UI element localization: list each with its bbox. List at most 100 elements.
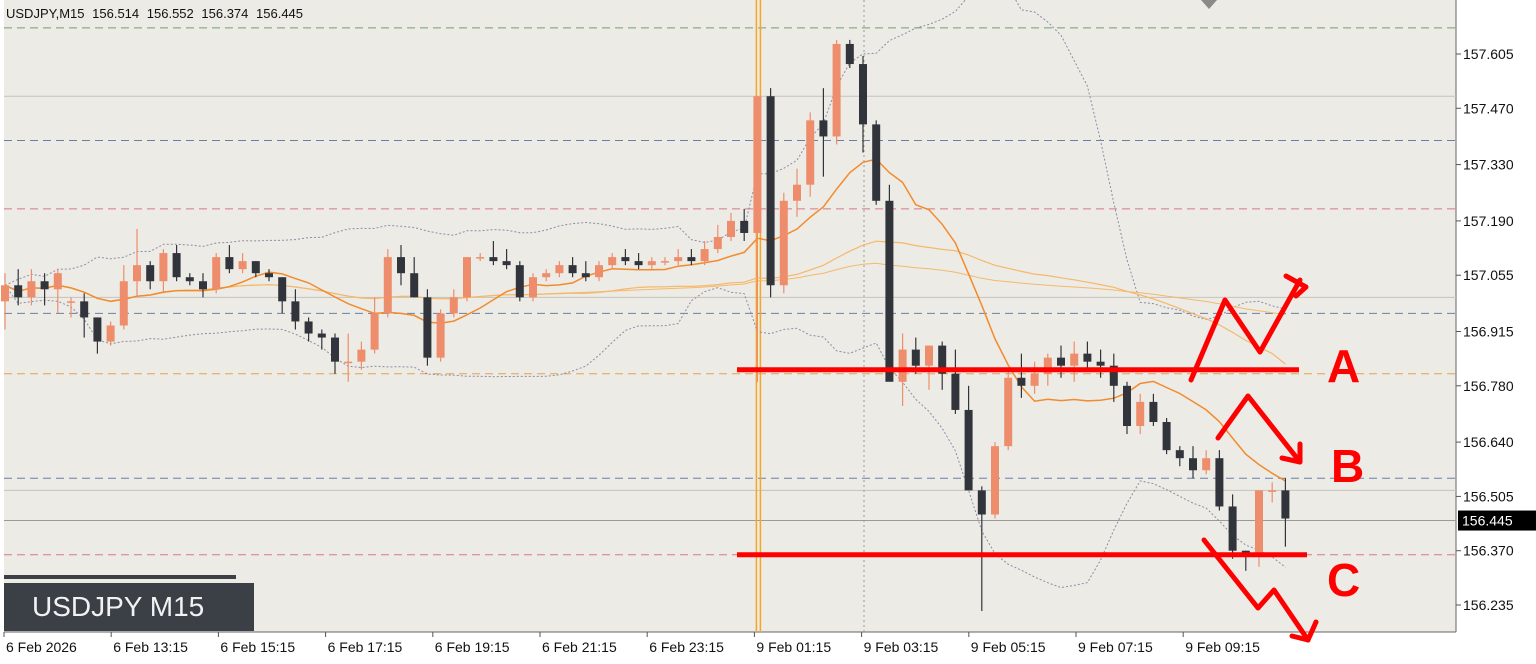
- candle[interactable]: [185, 273, 194, 286]
- candle[interactable]: [1030, 361, 1039, 394]
- candle[interactable]: [555, 261, 564, 278]
- candle[interactable]: [304, 317, 313, 342]
- candle[interactable]: [1215, 450, 1224, 511]
- candle[interactable]: [608, 253, 617, 270]
- candle[interactable]: [27, 269, 36, 306]
- candle[interactable]: [410, 257, 419, 298]
- candle[interactable]: [212, 253, 221, 294]
- candle[interactable]: [951, 349, 960, 414]
- candle[interactable]: [489, 241, 498, 266]
- candle[interactable]: [964, 385, 973, 491]
- candle[interactable]: [713, 224, 722, 254]
- candle[interactable]: [1268, 482, 1277, 503]
- candle[interactable]: [1123, 381, 1131, 435]
- candle[interactable]: [172, 245, 181, 282]
- candle[interactable]: [14, 269, 23, 306]
- candle[interactable]: [542, 269, 551, 282]
- candle[interactable]: [1057, 345, 1065, 378]
- candle[interactable]: [53, 269, 62, 314]
- candle[interactable]: [159, 249, 168, 294]
- candle[interactable]: [845, 39, 854, 69]
- candle[interactable]: [133, 228, 141, 298]
- candle-body: [225, 257, 234, 270]
- candle-body: [278, 277, 287, 302]
- candle[interactable]: [832, 39, 841, 145]
- candle[interactable]: [1070, 341, 1079, 382]
- candle[interactable]: [317, 329, 326, 350]
- candle[interactable]: [357, 341, 366, 370]
- candle[interactable]: [1149, 393, 1158, 427]
- candle[interactable]: [568, 257, 577, 278]
- candle[interactable]: [1083, 341, 1092, 370]
- candle[interactable]: [331, 333, 339, 374]
- candle[interactable]: [872, 120, 881, 205]
- candle[interactable]: [661, 257, 669, 266]
- candle[interactable]: [859, 56, 867, 153]
- candle[interactable]: [423, 289, 432, 366]
- candle[interactable]: [449, 289, 458, 318]
- candle[interactable]: [238, 253, 247, 274]
- candle[interactable]: [1228, 494, 1237, 559]
- candle[interactable]: [938, 341, 947, 390]
- candle[interactable]: [779, 192, 788, 294]
- candle[interactable]: [476, 253, 485, 262]
- candle[interactable]: [634, 253, 643, 270]
- plot-area[interactable]: [4, 0, 1456, 632]
- candle[interactable]: [1281, 478, 1290, 547]
- candle[interactable]: [1202, 450, 1211, 475]
- candle[interactable]: [674, 249, 683, 266]
- candle[interactable]: [806, 112, 815, 197]
- candle[interactable]: [251, 261, 260, 278]
- candle[interactable]: [502, 249, 511, 270]
- candle[interactable]: [515, 261, 524, 302]
- candle[interactable]: [1017, 353, 1026, 398]
- candle[interactable]: [106, 321, 115, 346]
- candle[interactable]: [436, 309, 445, 362]
- candle[interactable]: [397, 245, 405, 286]
- candle[interactable]: [40, 273, 49, 306]
- candle[interactable]: [991, 442, 999, 519]
- candle[interactable]: [647, 257, 656, 270]
- candle[interactable]: [621, 249, 630, 266]
- candle[interactable]: [819, 88, 828, 177]
- candle[interactable]: [1109, 353, 1118, 402]
- candle[interactable]: [766, 88, 775, 298]
- candle[interactable]: [1175, 446, 1184, 467]
- candle[interactable]: [291, 289, 300, 330]
- candle[interactable]: [740, 208, 749, 242]
- candle[interactable]: [344, 333, 353, 382]
- shift-marker-icon[interactable]: [1201, 0, 1217, 9]
- candle-body: [713, 236, 722, 250]
- candle[interactable]: [529, 273, 537, 302]
- candle[interactable]: [146, 261, 155, 290]
- candle[interactable]: [1162, 417, 1171, 455]
- candle[interactable]: [370, 297, 379, 354]
- candle[interactable]: [1189, 446, 1197, 479]
- candle[interactable]: [687, 249, 696, 266]
- candle[interactable]: [1096, 349, 1105, 378]
- candle[interactable]: [93, 317, 102, 354]
- candle[interactable]: [67, 297, 75, 318]
- candle[interactable]: [199, 273, 207, 298]
- candle[interactable]: [278, 277, 287, 314]
- candle[interactable]: [80, 293, 89, 338]
- scenario-a-path: [1188, 277, 1303, 383]
- candle[interactable]: [1136, 393, 1145, 435]
- candle[interactable]: [581, 261, 590, 282]
- candle[interactable]: [1004, 369, 1013, 451]
- price-tick-label: 156.915: [1463, 324, 1514, 340]
- candle[interactable]: [383, 249, 392, 318]
- candle[interactable]: [463, 257, 471, 302]
- candle[interactable]: [265, 269, 273, 282]
- candle[interactable]: [1, 273, 9, 330]
- candle[interactable]: [119, 265, 128, 330]
- candle[interactable]: [700, 241, 709, 266]
- candle[interactable]: [225, 245, 234, 274]
- candle[interactable]: [727, 212, 735, 242]
- candle[interactable]: [793, 168, 801, 217]
- candle[interactable]: [977, 486, 986, 612]
- candle[interactable]: [595, 261, 603, 282]
- candle[interactable]: [885, 184, 894, 382]
- candle[interactable]: [753, 96, 762, 382]
